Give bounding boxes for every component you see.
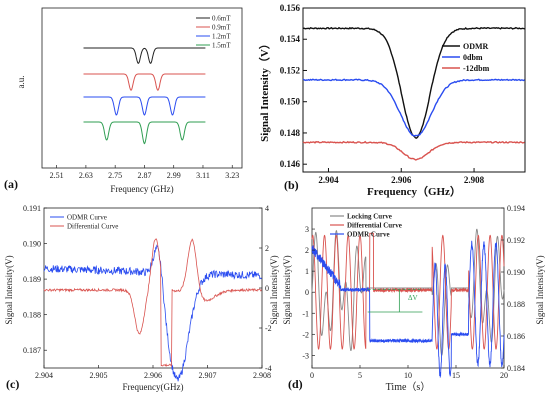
chart-c-ytick-right-label: 0 [265, 284, 269, 293]
chart-b-xlabel: Frequency（GHz） [367, 185, 461, 198]
chart-a-xtick-label: 2.75 [108, 171, 122, 180]
chart-c-ytick-right-label: 4 [265, 204, 269, 213]
chart-c-ytick-left-label: 0.188 [23, 311, 41, 320]
chart-a-series-0 [83, 47, 206, 64]
chart-d-ylabel-right: Signal Intensity(V) [535, 255, 545, 324]
chart-c-xtick-label: 2.908 [253, 371, 271, 380]
panel-label-c: (c) [6, 377, 19, 391]
panel-label-b: (b) [284, 178, 299, 192]
chart-a-xlabel: Frequency (GHz) [110, 184, 173, 194]
chart-a-xtick-label: 3.11 [196, 171, 210, 180]
chart-b-xtick-label: 2.906 [391, 175, 412, 185]
chart-b-ytick-label: 0.154 [280, 34, 301, 44]
chart-d-ytick-right-label: 0.184 [507, 364, 525, 373]
chart-d-xtick-label: 10 [404, 371, 412, 380]
chart-a-series-2 [83, 96, 206, 116]
chart-c-xtick-label: 2.904 [35, 371, 53, 380]
chart-d-series-differential [311, 232, 505, 350]
chart-d-ytick-right-label: 0.190 [507, 268, 525, 277]
chart-c-ylabel: Signal Intensity(V) [4, 255, 14, 324]
chart-c-ytick-right-label: 2 [265, 244, 269, 253]
chart-d-series-odmr [311, 240, 505, 378]
chart-d-ytick-right-label: 0.186 [507, 332, 525, 341]
chart-a-legend-label: 1.5mT [212, 42, 231, 50]
chart-c-frame [43, 207, 263, 369]
chart-b-legend-label: ODMR [463, 42, 489, 51]
chart-c-xtick-label: 2.906 [144, 371, 162, 380]
chart-c-ytick-right-label: -4 [265, 364, 272, 373]
chart-a-series-3 [83, 121, 206, 145]
chart-d-ylabel-inner: Signal Intensity(V) [282, 255, 292, 324]
chart-c-legend-label: Differential Curve [67, 223, 118, 231]
chart-d-xlabel: Time（s） [386, 381, 431, 393]
chart-d-ylabel-outer: Signal Intensity(V) [269, 255, 279, 324]
chart-b: 2.904 2.906 2.908 0.146 0.148 0.150 0.152 0.154… [258, 3, 526, 198]
chart-b-series-0 [302, 26, 525, 139]
chart-d-xtick-label: 5 [358, 371, 362, 380]
chart-a-xtick-label: 2.99 [167, 171, 181, 180]
chart-d-legend-label: Locking Curve [347, 213, 392, 221]
panel-label-d: (d) [288, 377, 303, 391]
chart-d: 0 5 10 15 20 -3 -2 -1 0 1 2 3 0.184 0.186 0.188 0.190 0.… [269, 204, 545, 393]
chart-a: 2.51 2.63 2.75 2.87 2.99 3.11 3.23 a.u. Freque… [4, 7, 243, 194]
chart-b-ytick-label: 0.148 [280, 128, 301, 138]
chart-c-ytick-left-label: 0.187 [23, 346, 41, 355]
chart-b-ytick-label: 0.146 [280, 159, 301, 169]
panel-label-a: (a) [4, 177, 18, 191]
chart-b-ylabel: Signal Intensity（V） [258, 38, 271, 142]
chart-a-legend-label: 1.2mT [212, 33, 231, 41]
chart-a-series-1 [83, 73, 206, 91]
chart-a-legend-label: 0.6mT [212, 15, 231, 23]
chart-d-legend-label: Differential Curve [347, 222, 402, 230]
chart-d-xtick-label: 20 [500, 371, 508, 380]
chart-b-ytick-label: 0.156 [280, 3, 301, 13]
chart-a-ylabel: a.u. [16, 76, 26, 89]
chart-b-legend-label: 0dbm [463, 53, 483, 62]
chart-d-xtick-label: 0 [310, 371, 314, 380]
chart-b-series-1 [302, 78, 525, 137]
chart-b-ytick-label: 0.150 [280, 97, 301, 107]
chart-d-xtick-label: 15 [452, 371, 460, 380]
chart-d-ytick-right-label: 0.194 [507, 204, 525, 213]
chart-b-xtick-label: 2.904 [318, 175, 339, 185]
chart-d-ytick-left-label: 2 [305, 246, 309, 255]
chart-d-ytick-left-label: 1 [305, 267, 309, 276]
chart-c-series-differential [43, 238, 262, 368]
chart-a-xtick-label: 3.23 [225, 171, 239, 180]
delta-v-marker [367, 289, 423, 313]
chart-a-legend-label: 0.9mT [212, 24, 231, 32]
chart-c-ytick-left-label: 0.191 [23, 204, 41, 213]
chart-c-xtick-label: 2.907 [199, 371, 217, 380]
chart-d-ytick-left-label: -2 [302, 330, 309, 339]
chart-d-ytick-right-label: 0.188 [507, 300, 525, 309]
chart-a-xtick-label: 2.63 [79, 171, 93, 180]
chart-d-ytick-left-label: -1 [302, 309, 309, 318]
chart-a-frame [41, 7, 243, 169]
chart-d-ytick-left-label: -3 [302, 351, 309, 360]
chart-a-xtick-label: 2.87 [137, 171, 151, 180]
chart-b-series-2 [302, 140, 525, 161]
chart-c-xlabel: Frequency(GHz) [123, 382, 184, 392]
chart-c-ytick-right-label: -2 [265, 324, 272, 333]
chart-b-frame [302, 7, 526, 173]
chart-c-xtick-label: 2.905 [90, 371, 108, 380]
chart-d-ytick-right-label: 0.192 [507, 236, 525, 245]
chart-d-legend-label: ODMR Curve [347, 231, 390, 239]
chart-d-ytick-left-label: 0 [305, 288, 309, 297]
chart-c-legend-label: ODMR Curve [67, 214, 107, 222]
chart-b-xtick-label: 2.908 [464, 175, 485, 185]
chart-b-ytick-label: 0.152 [280, 65, 301, 75]
chart-d-ytick-left-label: 3 [305, 225, 309, 234]
chart-a-xtick-label: 2.51 [50, 171, 64, 180]
chart-c: 2.904 2.905 2.906 2.907 2.908 0.187 0.188 0.189… [4, 204, 272, 392]
chart-b-legend-label: -12dbm [463, 64, 490, 73]
chart-c-ytick-left-label: 0.189 [23, 275, 41, 284]
delta-v-annotation: ΔV [408, 294, 418, 302]
chart-c-ytick-left-label: 0.190 [23, 240, 41, 249]
chart-c-series-odmr [43, 244, 262, 382]
